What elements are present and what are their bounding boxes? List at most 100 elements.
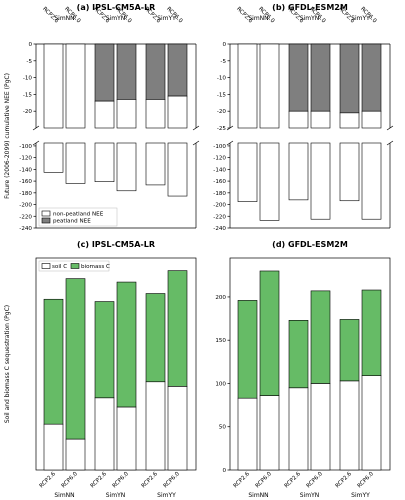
bar-non-peatland-nee-top [94, 100, 115, 129]
bar-soil-c [259, 395, 280, 471]
group-label-simyn: SimYN [106, 492, 125, 499]
group-label-simyy: SimYY [157, 492, 176, 499]
scenario-label-rcp2-6: RCP2.6 [233, 471, 252, 490]
bar-biomass-c [65, 278, 86, 440]
legend-label: non-peatland NEE [53, 212, 104, 218]
y-tick-label: 150 [215, 338, 226, 344]
scenario-label-rcp2-6: RCP2.6 [284, 471, 303, 490]
legend-swatch-peatland [41, 217, 51, 224]
legend-box [38, 207, 118, 227]
y-tick-label: -160 [213, 179, 226, 185]
axis-break-mark [386, 140, 394, 146]
y-tick-label: -220 [19, 214, 32, 220]
legend-label: peatland NEE [53, 219, 91, 225]
axis-break-mark [192, 125, 200, 131]
group-label-simnn: SimNN [54, 15, 74, 22]
bar-non-peatland-nee-top [310, 110, 331, 129]
scenario-label-rcp6-0: RCP6.0 [255, 471, 274, 490]
y-tick-label: -240 [213, 226, 226, 232]
group-label-simnn: SimNN [54, 492, 74, 499]
legend-swatch-non-peatland [41, 210, 51, 217]
panel-title: (a) IPSL-CM5A-LR [77, 3, 156, 12]
bar-non-peatland-nee [145, 142, 166, 186]
bar-biomass-c [259, 270, 280, 396]
bar-non-peatland-nee-top [65, 43, 86, 129]
legend-swatch-soil-c [41, 263, 51, 269]
plot-frame [35, 257, 197, 471]
bar-soil-c [339, 380, 360, 471]
y-axis-label-nee: Future (2006-2099) cumulative NEE (PgC) [4, 73, 11, 199]
y-tick-label: -160 [19, 179, 32, 185]
y-tick-label: -20 [217, 109, 227, 115]
bar-soil-c [167, 386, 188, 471]
bar-peatland-nee [145, 43, 166, 100]
shared-y-axis-labels: Future (2006-2099) cumulative NEE (PgC) S… [4, 73, 11, 423]
y-tick-label: 0 [28, 42, 32, 48]
group-label-simyy: SimYY [351, 492, 370, 499]
axis-break-mark [226, 140, 234, 146]
legend-label: soil C [52, 264, 67, 270]
bar-soil-c [310, 383, 331, 471]
legend-swatch-biomass-c [70, 263, 80, 269]
y-tick-label: -180 [19, 191, 32, 197]
y-tick-label: -15 [23, 92, 33, 98]
group-label-simyy: SimYY [157, 15, 176, 22]
bar-non-peatland-nee [310, 142, 331, 220]
scenario-label-rcp6-0: RCP6.0 [163, 471, 182, 490]
bar-soil-c [116, 406, 137, 471]
bar-soil-c [65, 438, 86, 471]
bar-non-peatland-nee-top [339, 112, 360, 129]
bar-non-peatland-nee [288, 142, 309, 201]
bar-non-peatland-nee-top [145, 99, 166, 129]
bar-peatland-nee [339, 43, 360, 114]
y-tick-label: 0 [222, 468, 226, 474]
group-label-simyn: SimYN [300, 15, 319, 22]
bar-biomass-c [339, 319, 360, 382]
bar-soil-c [43, 423, 64, 471]
bar-non-peatland-nee-top [237, 43, 258, 129]
legend-label: biomass C [81, 264, 110, 270]
bar-soil-c [94, 397, 115, 471]
y-tick-label: -20 [23, 109, 33, 115]
bar-non-peatland-nee [65, 142, 86, 184]
bar-non-peatland-nee-top [116, 99, 137, 129]
bar-non-peatland-nee [259, 142, 280, 221]
scenario-label-rcp2-6: RCP2.6 [141, 471, 160, 490]
bar-peatland-nee [288, 43, 309, 112]
axis-break-mark [32, 140, 40, 146]
y-tick-label: -180 [213, 191, 226, 197]
bar-peatland-nee [310, 43, 331, 112]
y-axis-label-sequestration: Soil and biomass C sequestration (PgC) [4, 305, 11, 423]
panel-title: (d) GFDL-ESM2M [272, 240, 348, 249]
group-label-simnn: SimNN [248, 492, 268, 499]
bar-non-peatland-nee-top [288, 110, 309, 129]
group-label-simnn: SimNN [248, 15, 268, 22]
bar-peatland-nee [94, 43, 115, 102]
panel-title: (b) GFDL-ESM2M [272, 3, 348, 12]
y-tick-label: 0 [222, 42, 226, 48]
scenario-label-rcp6-0: RCP6.0 [306, 471, 325, 490]
y-tick-label: -240 [19, 226, 32, 232]
y-tick-label: -5 [26, 59, 32, 65]
scenario-label-rcp6-0: RCP6.0 [112, 471, 131, 490]
y-tick-label: -120 [19, 156, 32, 162]
bar-non-peatland-nee [43, 142, 64, 173]
bar-biomass-c [43, 298, 64, 425]
scenario-label-rcp6-0: RCP6.0 [357, 471, 376, 490]
scenario-label-rcp2-6: RCP2.6 [335, 471, 354, 490]
bar-biomass-c [116, 281, 137, 408]
bar-biomass-c [237, 300, 258, 399]
y-tick-label: 100 [215, 381, 226, 387]
y-tick-label: -220 [213, 214, 226, 220]
y-tick-label: -140 [213, 167, 226, 173]
bar-peatland-nee [116, 43, 137, 100]
y-tick-label: -100 [19, 144, 32, 150]
scenario-label-rcp6-0: RCP6.0 [61, 471, 80, 490]
axis-break-mark [32, 125, 40, 131]
bar-non-peatland-nee [94, 142, 115, 182]
y-tick-label: -25 [217, 126, 227, 132]
bar-peatland-nee [361, 43, 382, 112]
group-label-simyy: SimYY [351, 15, 370, 22]
bar-biomass-c [94, 301, 115, 399]
